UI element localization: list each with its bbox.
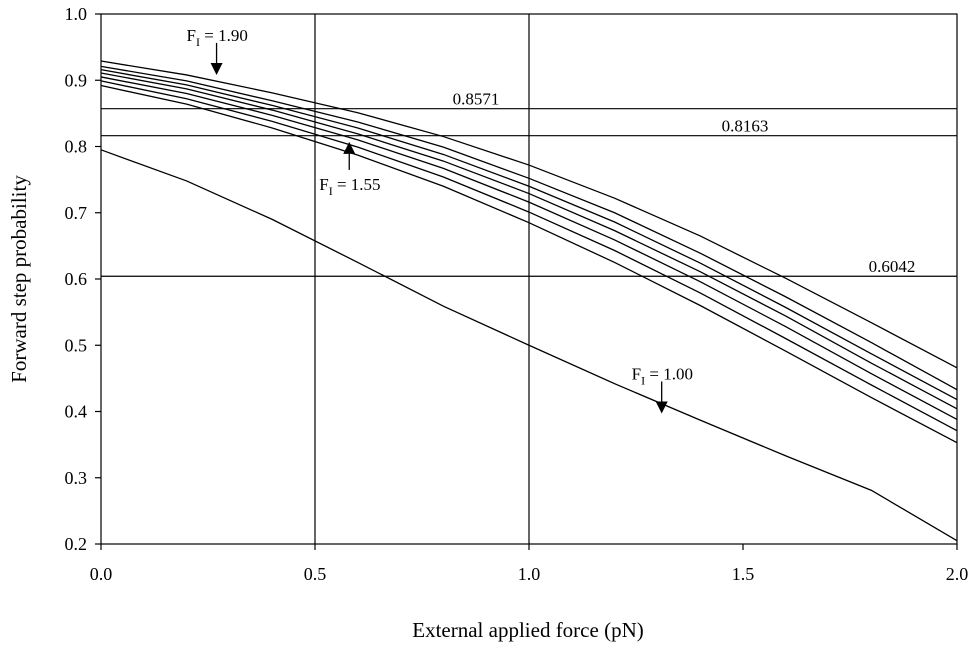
- y-tick-label: 0.7: [65, 203, 88, 223]
- x-tick-label: 0.0: [90, 564, 113, 584]
- reference-line-label: 0.6042: [869, 257, 916, 276]
- series-line: [100, 65, 958, 391]
- y-tick-label: 0.4: [65, 402, 88, 422]
- annotation-arrowhead: [210, 62, 223, 75]
- x-tick-label: 0.5: [304, 564, 327, 584]
- y-tick-label: 0.2: [65, 534, 88, 554]
- series-line: [100, 76, 958, 421]
- annotation-arrowhead: [655, 401, 668, 414]
- y-tick-label: 0.6: [65, 269, 88, 289]
- annotation-label: FI = 1.90: [187, 26, 248, 49]
- series-line: [100, 69, 958, 401]
- reference-line-label: 0.8163: [722, 117, 769, 136]
- annotation-label: FI = 1.55: [319, 175, 380, 198]
- x-axis-title: External applied force (pN): [412, 618, 643, 642]
- x-tick-label: 1.5: [732, 564, 755, 584]
- series-line: [100, 80, 958, 432]
- reference-line-label: 0.8571: [453, 90, 500, 109]
- series-line: [100, 72, 958, 410]
- y-axis-title: Forward step probability: [7, 175, 31, 383]
- y-tick-label: 0.5: [65, 335, 88, 355]
- series-line: [100, 84, 958, 444]
- x-tick-label: 1.0: [518, 564, 541, 584]
- series-line: [100, 149, 958, 542]
- y-tick-label: 0.8: [65, 137, 88, 157]
- annotation-arrowhead: [343, 141, 356, 154]
- x-tick-label: 2.0: [946, 564, 969, 584]
- y-tick-label: 0.3: [65, 468, 88, 488]
- y-tick-label: 1.0: [65, 4, 88, 24]
- annotation-label: FI = 1.00: [632, 364, 693, 387]
- series-line: [100, 60, 958, 369]
- y-tick-label: 0.9: [65, 70, 88, 90]
